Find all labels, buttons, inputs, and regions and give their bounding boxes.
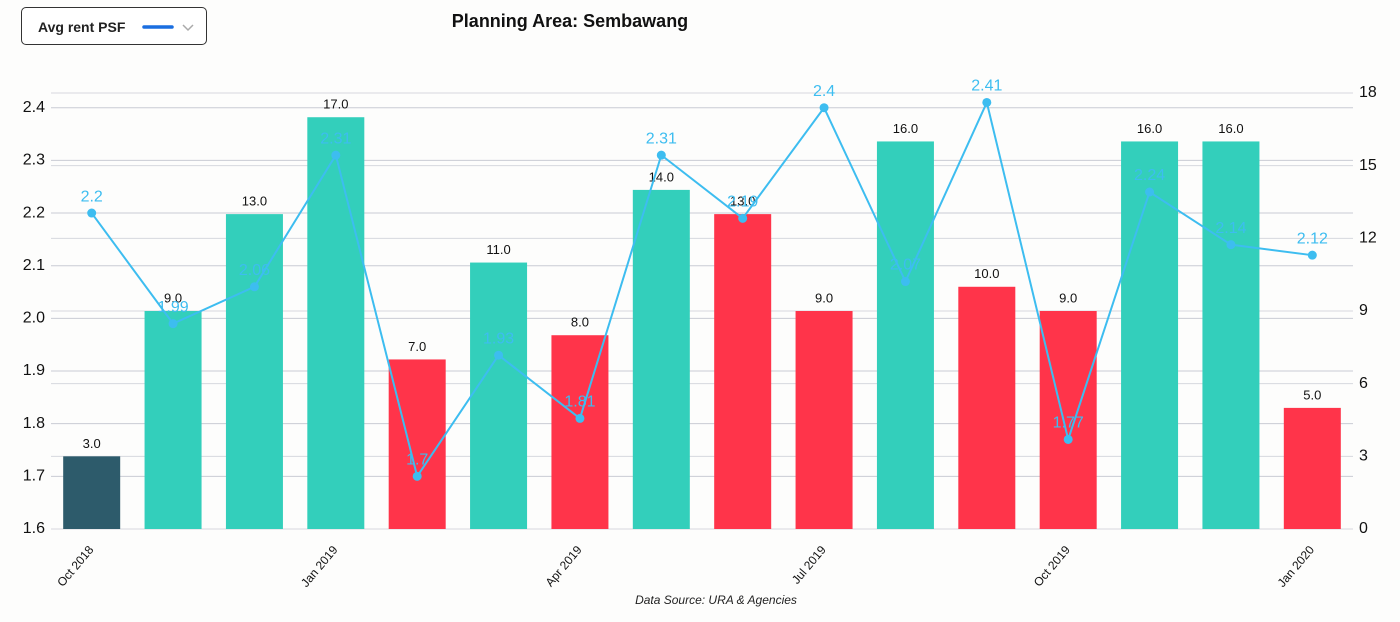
caption: Data Source: URA & Agencies [635, 593, 797, 607]
bar [714, 214, 772, 529]
line-value-label: 2.2 [81, 188, 103, 205]
bar-value-label: 16.0 [1137, 121, 1162, 136]
x-tick-label: Apr 2019 [543, 543, 585, 590]
line-point [1063, 434, 1073, 444]
bar [63, 456, 121, 529]
line-value-label: 1.99 [157, 299, 188, 316]
bar-value-label: 5.0 [1303, 387, 1321, 402]
bar-value-label: 16.0 [1218, 121, 1243, 136]
x-tick-label: Jan 2020 [1275, 543, 1318, 590]
y-tick-label: 2.0 [23, 310, 45, 327]
y-tick-label: 1.8 [23, 415, 45, 432]
line-value-label: 2.06 [239, 262, 270, 279]
bar [632, 189, 690, 529]
y2-tick-label: 0 [1359, 520, 1368, 537]
y-tick-label: 1.7 [23, 468, 45, 485]
line-value-label: 1.93 [483, 330, 514, 347]
line-point [331, 150, 341, 160]
bar-value-label: 3.0 [83, 436, 101, 451]
y-tick-label: 2.4 [23, 99, 45, 116]
line-value-label: 2.14 [1215, 220, 1246, 237]
x-tick-label: Oct 2019 [1031, 543, 1073, 590]
bar [1283, 407, 1341, 529]
line-point [1145, 187, 1155, 197]
line-point [1307, 250, 1317, 260]
y2-tick-label: 3 [1359, 448, 1368, 465]
line [90, 99, 1313, 479]
bar-value-label: 10.0 [974, 266, 999, 281]
bar [876, 141, 934, 529]
bar [958, 286, 1016, 529]
bar [1039, 311, 1097, 529]
y-tick-label: 1.9 [23, 362, 45, 379]
line-point [819, 103, 829, 113]
line-value-label: 2.07 [890, 257, 921, 274]
bar [470, 262, 528, 529]
line-point [575, 413, 585, 423]
line-value-label: 2.24 [1134, 167, 1165, 184]
bar [225, 214, 283, 529]
bar-value-label: 17.0 [323, 97, 348, 112]
bar-value-label: 7.0 [408, 339, 426, 354]
y2-tick-label: 12 [1359, 230, 1377, 247]
dropdown-label: Avg rent PSF [38, 19, 126, 35]
line-value-label: 2.4 [813, 83, 835, 100]
line-value-label: 2.31 [320, 130, 351, 147]
bar [307, 117, 365, 529]
bar-value-label: 8.0 [571, 315, 589, 330]
bar-value-label: 9.0 [815, 290, 833, 305]
bar-value-label: 13.0 [242, 194, 267, 209]
line-point [412, 471, 422, 481]
line-point [168, 319, 178, 329]
line-point [656, 150, 666, 160]
bar-value-label: 13.0 [730, 194, 755, 209]
chart-title: Planning Area: Sembawang [452, 11, 688, 31]
bar [1202, 141, 1260, 529]
bar [795, 311, 853, 529]
dropdown-icons [142, 24, 194, 32]
line-point [1226, 240, 1236, 250]
y2-tick-label: 6 [1359, 375, 1368, 392]
line-point [900, 277, 910, 287]
line-value-label: 1.77 [1053, 415, 1084, 432]
line-point [738, 213, 748, 223]
bar [551, 335, 609, 529]
y2-tick-label: 18 [1359, 84, 1377, 101]
line-value-label: 1.7 [406, 452, 428, 469]
line-value-label: 2.12 [1297, 230, 1328, 247]
line-point [87, 208, 97, 218]
line-point [494, 350, 504, 360]
bar-value-label: 9.0 [1059, 290, 1077, 305]
x-tick-label: Jan 2019 [298, 543, 341, 590]
bar [388, 359, 446, 529]
bar-value-label: 9.0 [164, 290, 182, 305]
y-tick-label: 2.2 [23, 204, 45, 221]
y2-tick-label: 9 [1359, 302, 1368, 319]
line-value-label: 2.31 [646, 130, 677, 147]
y-tick-label: 1.6 [23, 520, 45, 537]
line-value-label: 1.81 [564, 394, 595, 411]
line-point [982, 97, 992, 107]
bar-value-label: 16.0 [893, 121, 918, 136]
y-tick-label: 2.1 [23, 257, 45, 274]
metric-dropdown[interactable]: Avg rent PSF [21, 7, 207, 45]
bar-value-label: 11.0 [486, 242, 510, 257]
line-value-label: 2.19 [727, 194, 758, 211]
bar [1121, 141, 1179, 529]
bar [144, 311, 202, 529]
y2-tick-label: 15 [1359, 157, 1377, 174]
line-point [249, 282, 259, 292]
line-value-label: 2.41 [971, 78, 1002, 95]
x-tick-label: Jul 2019 [789, 543, 829, 587]
y-tick-label: 2.3 [23, 152, 45, 169]
x-tick-label: Oct 2018 [54, 543, 96, 590]
